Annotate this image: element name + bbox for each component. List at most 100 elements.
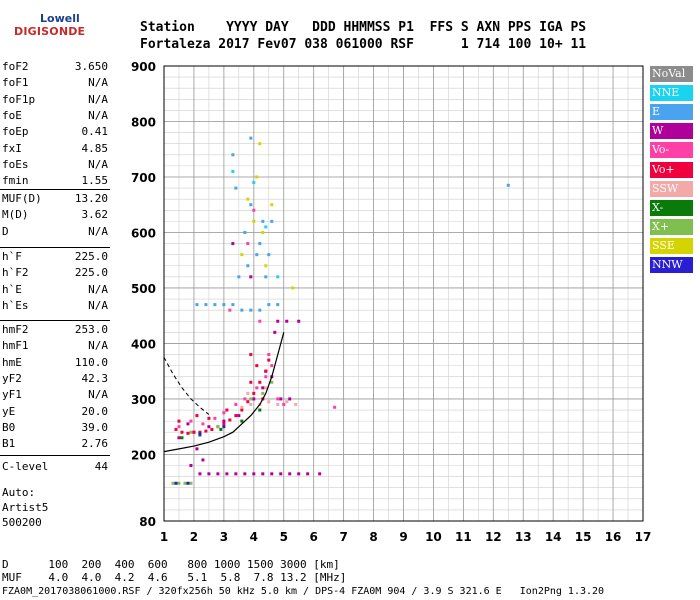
x-tick-label: 2: [190, 530, 198, 544]
x-tick-label: 6: [310, 530, 318, 544]
scatter-point-w: [252, 472, 256, 476]
param-row: hmF2 253.0: [2, 323, 108, 337]
scatter-point-w: [318, 472, 322, 476]
scatter-point-nnw: [174, 481, 178, 485]
scatter-point-vo-: [255, 386, 259, 390]
y-tick-label: 900: [131, 60, 156, 74]
scatter-point-w: [288, 472, 292, 476]
bottom-muf-line: MUF 4.0 4.0 4.2 4.6 5.1 5.8 7.8 13.2 [MH…: [2, 571, 347, 584]
param-value: N/A: [88, 224, 108, 238]
scatter-point-nne: [231, 169, 235, 173]
scatter-point-e: [276, 303, 280, 307]
param-row: hmF1 N/A: [2, 339, 108, 353]
scatter-point-vo-: [177, 425, 181, 429]
y-tick-label: 800: [131, 115, 156, 129]
param-row: foF2 3.650: [2, 60, 108, 74]
scatter-point-w: [252, 397, 256, 401]
scatter-point-w: [237, 414, 241, 418]
dashed-curve: [163, 357, 210, 415]
scatter-point-w: [177, 436, 181, 440]
scatter-point-vo-: [264, 369, 268, 373]
scatter-point-sse: [252, 219, 256, 223]
scatter-point-vo-: [267, 353, 271, 357]
param-row: foE N/A: [2, 109, 108, 123]
scatter-point-vo-: [240, 408, 244, 412]
param-value: 13.20: [74, 192, 108, 205]
scatter-point-e: [249, 203, 253, 207]
scatter-point-sse: [270, 203, 274, 207]
param-name: yF2: [2, 371, 22, 385]
scatter-point-x-: [177, 481, 181, 485]
clevel-row: C-level 44: [2, 460, 108, 474]
scatter-point-vo-: [252, 391, 256, 395]
auto-note: 500200: [2, 516, 42, 529]
scatter-point-w: [261, 472, 265, 476]
scatter-point-vo-: [177, 419, 181, 423]
scatter-point-x-: [270, 380, 274, 384]
scatter-point-w: [243, 472, 247, 476]
param-value: 39.0: [81, 420, 109, 434]
x-tick-label: 10: [425, 530, 442, 544]
param-row: h`E N/A: [2, 283, 108, 297]
param-name: hmF1: [2, 339, 29, 353]
scatter-point-vo-: [246, 242, 250, 246]
scatter-point-x-: [258, 408, 262, 412]
x-tick-label: 8: [369, 530, 377, 544]
scatter-point-w: [234, 472, 238, 476]
scatter-point-vo-: [252, 208, 256, 212]
param-name: fmin: [2, 174, 29, 188]
scatter-point-vo-: [243, 397, 247, 401]
scatter-point-sse: [240, 253, 244, 257]
scatter-point-w: [207, 472, 211, 476]
scatter-point-w: [195, 447, 199, 451]
x-tick-label: 4: [250, 530, 258, 544]
y-tick-label: 600: [131, 226, 156, 240]
x-tick-label: 5: [280, 530, 288, 544]
scatter-point-vo-: [189, 419, 193, 423]
param-name: yF1: [2, 388, 22, 402]
scatter-point-vo-: [258, 319, 262, 323]
scatter-point-ssw: [264, 386, 268, 390]
scatter-point-e: [249, 136, 253, 140]
scatter-point-w: [222, 419, 226, 423]
scatter-point-vo-: [249, 353, 253, 357]
param-name: h`Es: [2, 298, 29, 312]
clevel-value: 44: [94, 460, 108, 473]
logo-line2: DIGISONDE: [14, 25, 86, 38]
scatter-point-e: [264, 275, 268, 279]
scatter-point-vo-: [255, 364, 259, 368]
scatter-point-e: [249, 308, 253, 312]
param-name: h`F: [2, 250, 22, 263]
clevel-name: C-level: [2, 460, 49, 473]
scatter-point-vo-: [180, 430, 184, 434]
scatter-point-e: [270, 219, 274, 223]
scatter-point-vo-: [267, 358, 271, 362]
scatter-point-w: [225, 472, 229, 476]
scatter-point-e: [258, 308, 262, 312]
param-name: foF2: [2, 60, 29, 73]
scatter-point-vo-: [234, 414, 238, 418]
legend-item: W: [650, 123, 693, 140]
scatter-point-vo-: [192, 430, 196, 434]
scatter-point-ssw: [249, 402, 253, 406]
param-row: foEs N/A: [2, 158, 108, 172]
param-name: MUF(D): [2, 192, 42, 205]
x-tick-label: 15: [575, 530, 592, 544]
panel-separator: [0, 247, 110, 248]
scatter-point-w: [279, 397, 283, 401]
scatter-point-nnw: [186, 481, 190, 485]
scatter-point-w: [186, 422, 190, 426]
scatter-point-w: [261, 386, 265, 390]
legend-item: X-: [650, 199, 693, 216]
param-value: N/A: [88, 108, 108, 122]
param-value: 110.0: [74, 355, 108, 369]
param-name: foF1: [2, 76, 29, 90]
scatter-point-ssw: [240, 405, 244, 409]
header-line2: Fortaleza 2017 Fev07 038 061000 RSF 1 71…: [140, 37, 587, 52]
param-row: h`Es N/A: [2, 299, 108, 313]
param-value: 4.85: [81, 141, 109, 155]
scatter-point-sse: [246, 197, 250, 201]
y-tick-label: 400: [131, 337, 156, 351]
x-tick-label: 16: [605, 530, 622, 544]
param-name: yE: [2, 404, 16, 418]
